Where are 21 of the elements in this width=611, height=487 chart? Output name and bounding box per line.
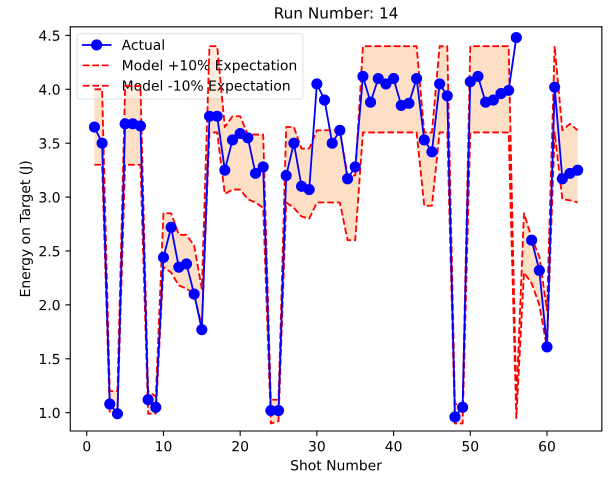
legend-label: Actual — [122, 39, 164, 50]
legend-label: Model +10% Expectation — [123, 60, 296, 74]
y-tick-label: 4.5 — [39, 30, 60, 41]
y-tick-label: 2.5 — [39, 246, 60, 256]
y-tick-label: 1.0 — [40, 408, 60, 418]
x-axis-title: Shot Number — [291, 460, 382, 470]
x-tick-label: 20 — [232, 440, 248, 452]
x-tick-label: 40 — [385, 440, 402, 452]
x-tick-label: 60 — [539, 440, 555, 452]
x-tick-label: 0 — [83, 440, 90, 452]
x-tick-label: 50 — [462, 440, 478, 452]
x-tick-label: 10 — [156, 440, 172, 452]
x-tick-label: 30 — [309, 440, 325, 452]
y-tick-label: 3.5 — [40, 138, 60, 149]
y-axis-title: Energy on Target (J) — [19, 162, 33, 296]
legend-label: Model -10% Expectation — [123, 80, 290, 94]
y-tick-label: 1.5 — [40, 354, 60, 364]
y-tick-label: 2.0 — [39, 300, 60, 310]
chart-title: Run Number: 14 — [275, 6, 398, 19]
y-tick-label: 3.0 — [40, 192, 60, 203]
y-tick-label: 4.0 — [39, 84, 60, 95]
